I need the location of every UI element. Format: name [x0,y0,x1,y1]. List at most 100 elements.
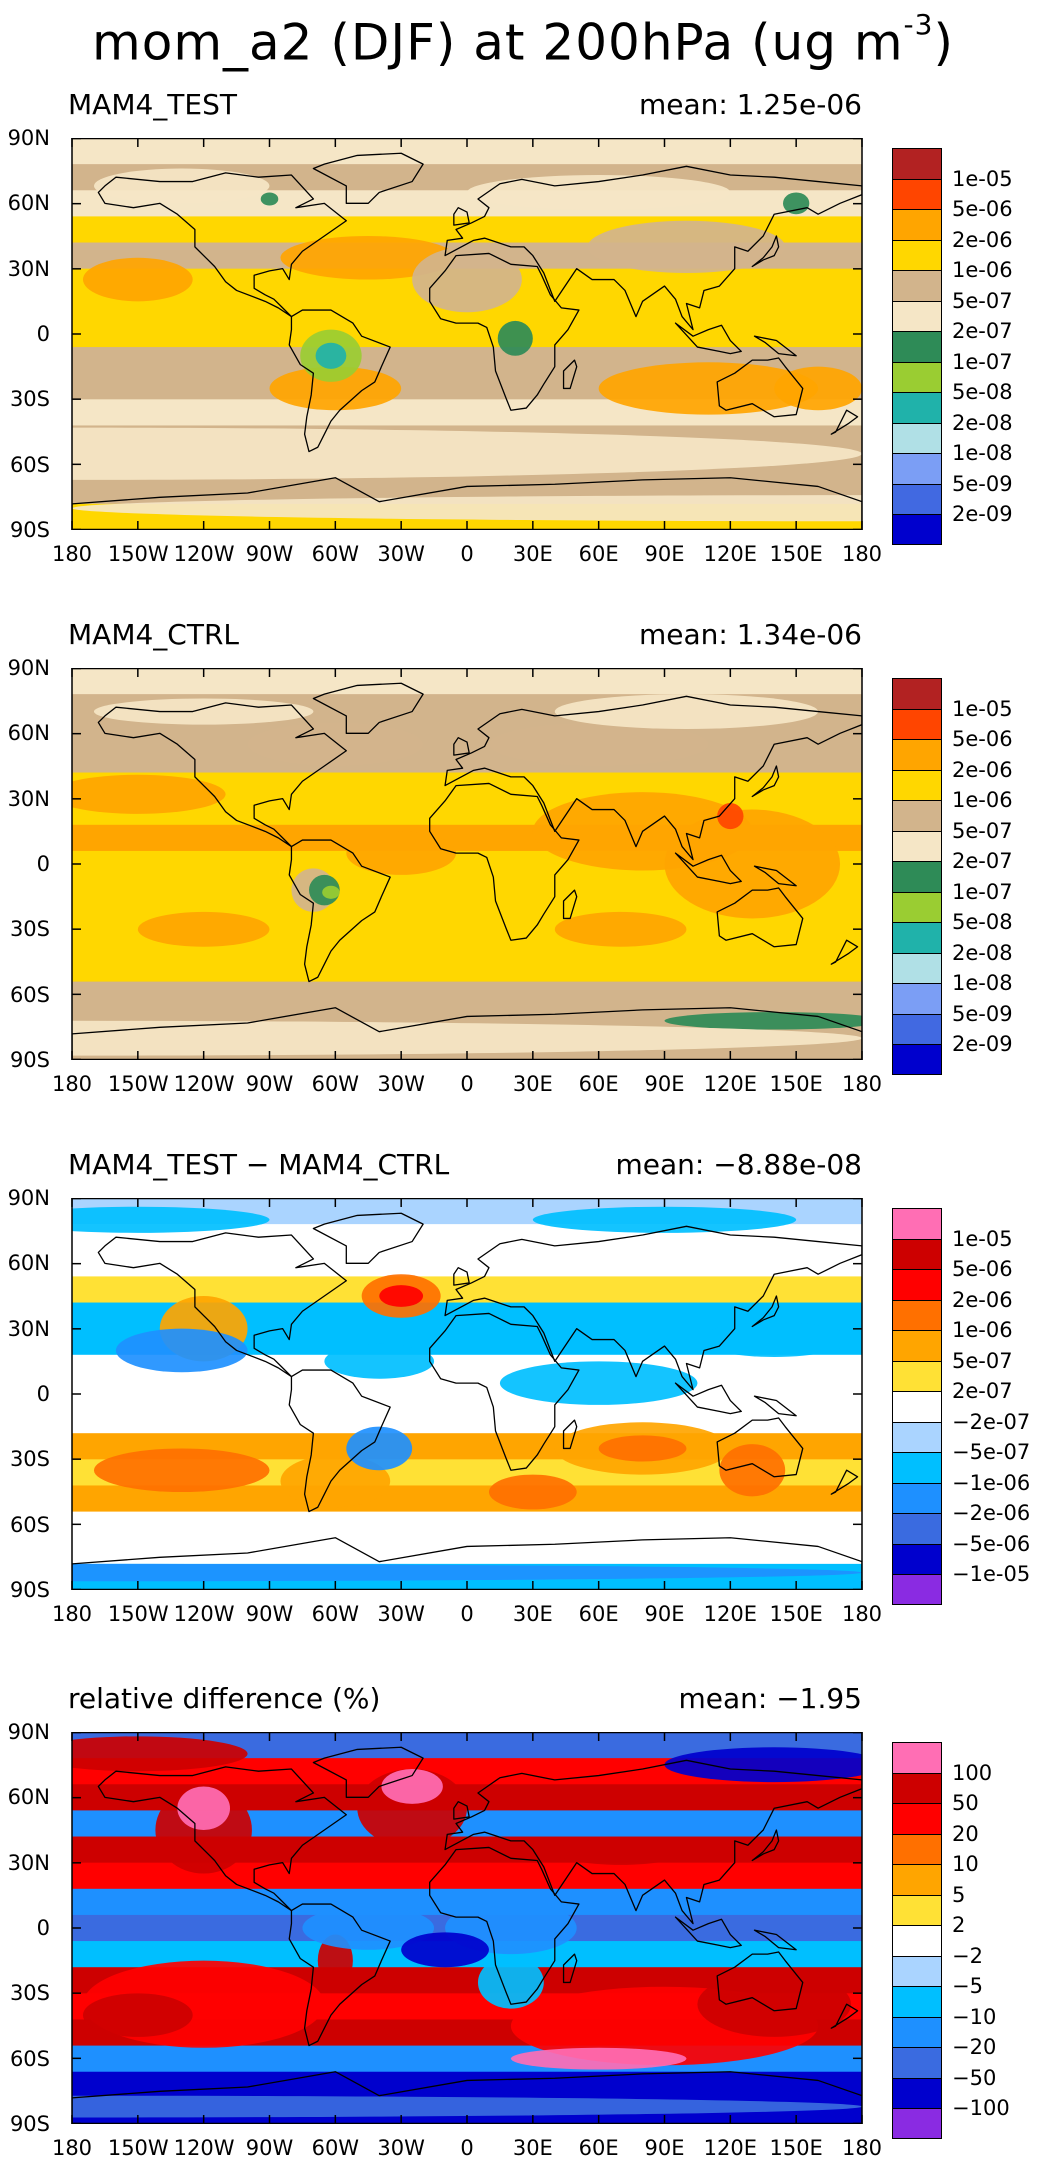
panel-1-legend-label: 2e-07 [952,319,1013,343]
panel-3-ytick-label: 60N [7,1251,50,1276]
panel-2-xtick-label: 180 [841,1072,883,1096]
panel-4-legend-label: −10 [952,2004,997,2029]
panel-4-ytick-label: 0 [36,1916,50,1940]
panel-1-xtick-label: 0 [460,542,474,566]
panel-1-field-region [260,192,279,206]
panel-2-legend-label: 2e-07 [952,849,1013,873]
panel-1-legend-swatch [892,331,942,362]
panel-4-title: relative difference (%) [68,1682,381,1715]
panel-3-xtick-label: 60W [311,1602,360,1626]
panel-4-legend-swatch [892,1986,942,2017]
panel-4-field-region [510,2047,687,2070]
panel-4-xtick-label: 150W [107,2136,169,2160]
panel-4-xtick-label: 90W [245,2136,294,2160]
panel-1-xtick-label: 120E [703,542,757,566]
panel-2-field-region [137,911,270,947]
panel-4-xtick-label: 90E [644,2136,685,2160]
panel-3-coastline-new-zealand [830,1469,859,1495]
panel-1-title: MAM4_TEST [68,88,237,121]
panel-2-legend-swatch [892,708,942,739]
panel-1-legend-label: 2e-08 [952,410,1013,435]
panel-3-zonal-band [72,1511,862,1539]
panel-3-ytick-label: 30S [9,1447,50,1472]
panel-4-coastline-africa [429,1846,580,2005]
panel-4-legend-swatch [892,1864,942,1895]
panel-1-legend-swatch [892,422,942,453]
panel-1-coastline-madagascar [562,359,578,390]
panel-1-field-region [783,192,810,215]
panel-3-legend-swatch [892,1299,942,1330]
panel-3-coastline-antarctica [72,1537,862,1590]
panel-1-legend-swatch [892,392,942,423]
panel-1-field-region [82,257,193,302]
panel-4-ytick-label: 30S [9,1981,50,2006]
panel-1-field-region [315,342,347,369]
panel-1-legend-label: 1e-06 [952,258,1013,282]
panel-1-legend-label: 2e-09 [952,502,1013,526]
panel-1-xtick-label: 30E [512,542,553,566]
panel-2-coastline-japan [751,765,780,798]
panel-2-xtick-label: 150W [107,1072,169,1096]
panel-3-xtick-label: 180 [51,1602,93,1626]
panel-1-ytick-label: 30S [9,387,50,412]
panel-4-mean-label: mean: [678,1682,768,1715]
panel-3-legend-label: −1e-06 [952,1470,1031,1495]
panel-2-legend-label: 5e-06 [952,727,1013,751]
panel-4-legend-swatch [892,2016,942,2047]
panel-2-legend-label: 1e-08 [952,971,1013,995]
panel-1-xtick-label: 150W [107,542,169,566]
panel-1-ytick-label: 60N [7,191,50,216]
panel-3-coastline-australia [716,1417,804,1478]
panel-3-legend-label: −1e-05 [952,1562,1031,1586]
panel-3-field-region [499,1361,698,1405]
panel-3-legend-label: 1e-05 [952,1226,1013,1251]
panel-4-xtick-label: 120W [173,2136,235,2160]
panel-2-coastline-south-america [288,839,391,983]
panel-3-legend-swatch [892,1543,942,1574]
panel-1-xtick-label: 60W [311,542,360,566]
panel-2-title: MAM4_CTRL [68,618,239,651]
panel-3-legend-label: 5e-07 [952,1348,1013,1373]
panel-4-ytick-label: 90N [7,1720,50,1744]
panel-3-xtick-label: 150W [107,1602,169,1626]
panel-3-xtick-label: 120W [173,1602,235,1626]
panel-2-xtick-label: 90E [644,1072,685,1096]
panel-3-xtick-label: 90W [245,1602,294,1626]
panel-4-coastline-antarctica [72,2071,862,2124]
panel-3-coastline-south-america [288,1369,391,1513]
panel-4-xtick-label: 60E [578,2136,619,2160]
panel-4-mean-value: −1.95 [776,1682,862,1715]
panel-1-legend-swatch [892,483,942,514]
panel-1-legend-swatch [892,453,942,484]
panel-4-coastline-japan [751,1829,780,1862]
panel-3-ytick-label: 60S [9,1512,50,1537]
panel-3-legend-swatch [892,1482,942,1513]
panel-4-coastline-south-america [288,1903,391,2047]
panel-3-legend-label: −2e-07 [952,1409,1031,1434]
panel-2-zonal-band [72,746,862,774]
panel-1-legend-swatch [892,514,942,545]
panel-1-coastline-antarctica [72,477,862,530]
panel-2-map [71,668,863,1060]
panel-4-ytick-label: 90S [9,2112,50,2136]
panel-4-field-region [177,1786,231,1830]
panel-4-xtick-label: 30E [512,2136,553,2160]
panel-3-mean-label: mean: [615,1148,705,1181]
panel-3-title: MAM4_TEST − MAM4_CTRL [68,1148,450,1181]
panel-1-coastline-africa [429,252,580,411]
panel-2-legend-swatch [892,1013,942,1044]
panel-4-coastline-madagascar [562,1953,578,1984]
panel-4-legend-label: 100 [952,1760,993,1785]
panel-4-legend-swatch [892,2077,942,2108]
panel-4-legend-label: 10 [952,1852,979,1876]
panel-2-legend-label: 5e-07 [952,818,1013,843]
panel-1-ytick-label: 60S [9,452,50,477]
panel-3-ytick-label: 0 [36,1382,50,1406]
panel-3-field-region [488,1474,577,1510]
panel-3-legend-swatch [892,1452,942,1483]
panel-2-legend-label: 1e-05 [952,696,1013,721]
panel-2-xtick-label: 150E [769,1072,823,1096]
panel-3-zonal-band [72,1537,862,1565]
panel-1-field-region [280,236,457,280]
panel-2-mean: mean: 1.34e-06 [639,618,862,652]
